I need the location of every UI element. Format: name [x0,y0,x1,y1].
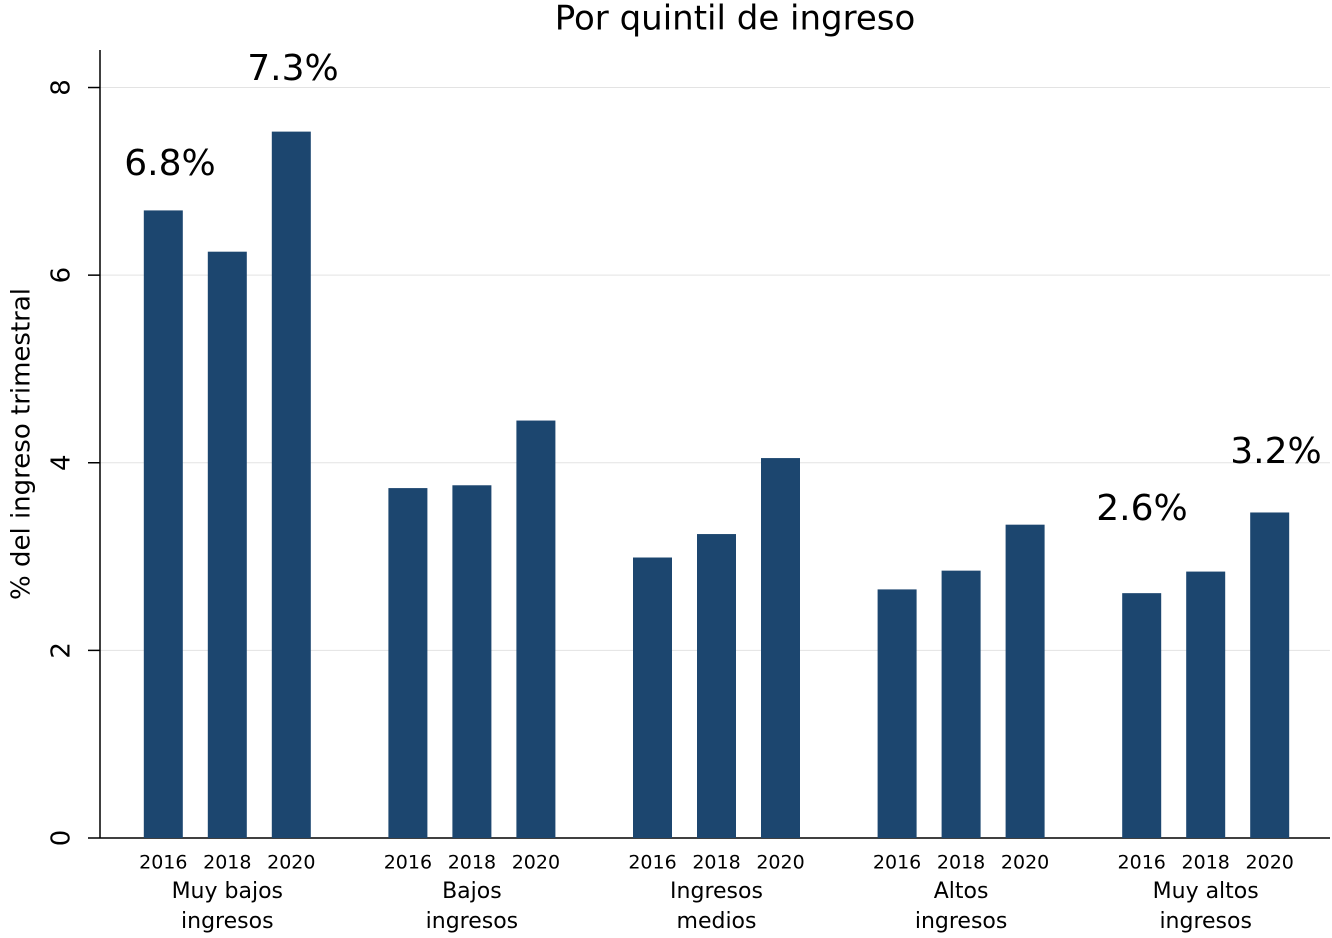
year-label: 2020 [512,852,560,874]
bar [516,420,556,838]
category-label: medios [677,909,757,934]
year-label: 2018 [1182,852,1230,874]
year-label: 2016 [1118,852,1166,874]
y-tick-label: 0 [47,830,77,847]
category-label: Altos [934,879,989,904]
chart-title: Por quintil de ingreso [555,0,916,39]
bar [761,458,800,838]
y-tick-label: 8 [47,79,77,96]
bar [1122,593,1162,838]
category-label: Muy bajos [172,879,283,904]
category-label: ingresos [915,909,1008,934]
year-label: 2020 [267,852,315,874]
bar [143,210,183,838]
annotation: 2.6% [1096,488,1187,529]
bar [1250,512,1290,838]
year-label: 2018 [448,852,496,874]
year-label: 2016 [628,852,676,874]
category-label: ingresos [181,909,274,934]
bar [941,570,981,838]
y-tick-label: 2 [47,642,77,659]
year-label: 2016 [139,852,187,874]
category-label: ingresos [1159,909,1252,934]
bar [633,557,672,838]
bar [271,131,311,839]
bar [207,251,247,838]
y-tick-label: 6 [47,267,77,284]
bar [877,589,917,838]
year-label: 2018 [203,852,251,874]
bar [1005,524,1045,838]
annotation: 7.3% [247,48,338,89]
annotation: 6.8% [124,143,215,184]
category-label: ingresos [426,909,519,934]
year-label: 2020 [756,852,804,874]
year-label: 2018 [692,852,740,874]
year-label: 2020 [1246,852,1294,874]
year-label: 2016 [873,852,921,874]
bar [697,534,736,838]
category-label: Ingresos [670,879,763,904]
annotation: 3.2% [1230,431,1321,472]
year-label: 2020 [1001,852,1049,874]
category-label: Muy altos [1153,879,1259,904]
y-axis-label: % del ingreso trimestral [7,288,37,600]
year-label: 2018 [937,852,985,874]
y-tick-label: 4 [47,454,77,471]
bar [1186,571,1226,838]
category-label: Bajos [442,879,502,904]
bar [452,485,492,838]
bar [388,488,428,838]
year-label: 2016 [384,852,432,874]
